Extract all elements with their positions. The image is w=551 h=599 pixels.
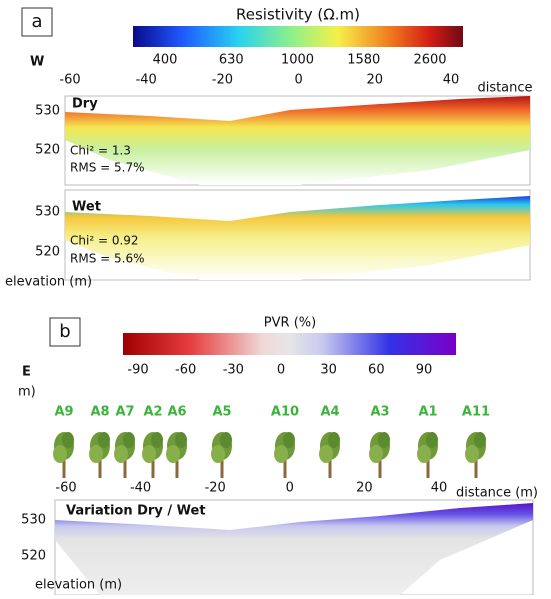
colorbar: [133, 26, 463, 47]
tree-icon: [211, 432, 232, 478]
fit-statistic: RMS = 5.6%: [70, 252, 144, 266]
x-tick-label: -40: [130, 481, 151, 496]
section-title: Wet: [72, 200, 101, 215]
fit-statistic: Chi² = 1.3: [70, 144, 131, 158]
tree-label: A10: [271, 405, 299, 420]
axis-label: elevation (m): [35, 578, 122, 593]
fit-statistic: Chi² = 0.92: [70, 234, 139, 248]
colorbar-tick-label: 90: [416, 363, 433, 378]
colorbar-tick-label: 1000: [281, 53, 314, 68]
colorbar-tick-label: 0: [277, 363, 285, 378]
panel-label: a: [31, 11, 42, 32]
tree-label: A9: [54, 405, 73, 420]
panel-box: [21, 7, 53, 37]
y-tick-label: 520: [35, 245, 60, 260]
colorbar-tick-label: 60: [368, 363, 385, 378]
distance-label: distance: [477, 81, 532, 96]
tree-label: A7: [115, 405, 134, 420]
tree-icon: [319, 432, 340, 478]
y-tick-label: 530: [21, 513, 46, 528]
tree-icon: [89, 432, 110, 478]
x-tick-label: 0: [294, 73, 302, 88]
tree-icon: [166, 432, 187, 478]
x-tick-label: -60: [59, 73, 80, 88]
y-tick-label: 520: [21, 549, 46, 564]
orientation: W: [30, 55, 44, 70]
tree-icon: [417, 432, 438, 478]
orientation: E: [22, 365, 31, 380]
colorbar-title: Resistivity (Ω.m): [236, 6, 360, 24]
tree-label: A3: [370, 405, 389, 420]
tree-icon: [369, 432, 390, 478]
colorbar-tick-label: 630: [219, 53, 244, 68]
y-tick-label: 530: [35, 205, 60, 220]
colorbar-tick-label: 30: [320, 363, 337, 378]
tree-icon: [114, 432, 135, 478]
dry-section: [65, 96, 530, 185]
tree-label: A11: [462, 405, 490, 420]
y-tick-label: 520: [35, 143, 60, 158]
panel-box: [49, 317, 81, 347]
colorbar-tick-label: 1580: [347, 53, 380, 68]
x-tick-label: -40: [136, 73, 157, 88]
y-tick-label: 530: [35, 104, 60, 119]
fit-statistic: RMS = 5.7%: [70, 161, 144, 175]
x-tick-label: -60: [55, 481, 76, 496]
colorbar-tick-label: 2600: [413, 53, 446, 68]
colorbar-tick-label: -30: [223, 363, 244, 378]
variation-section: [55, 503, 533, 595]
tree-label: A4: [320, 405, 339, 420]
tree-label: A2: [143, 405, 162, 420]
section-title: Dry: [72, 97, 98, 112]
tree-label: A5: [212, 405, 231, 420]
colorbar-tick-label: -60: [175, 363, 196, 378]
tree-label: A6: [167, 405, 186, 420]
section-title: Variation Dry / Wet: [66, 504, 206, 519]
distance-label: distance (m): [456, 486, 538, 501]
tree-icon: [465, 432, 486, 478]
x-tick-label: 20: [367, 73, 384, 88]
colorbar-title: PVR (%): [264, 316, 316, 331]
colorbar: [123, 333, 456, 355]
x-tick-label: 0: [286, 481, 294, 496]
tree-label: A8: [90, 405, 109, 420]
axis-label-fragment: m): [18, 385, 36, 400]
tree-icon: [274, 432, 295, 478]
tree-icon: [53, 432, 74, 478]
x-tick-label: -20: [205, 481, 226, 496]
x-tick-label: -20: [212, 73, 233, 88]
colorbar-tick-label: 400: [153, 53, 178, 68]
x-tick-label: 20: [356, 481, 373, 496]
wet-section: [65, 196, 530, 280]
tree-label: A1: [418, 405, 437, 420]
colorbar-tick-label: -90: [127, 363, 148, 378]
axis-label: elevation (m): [5, 275, 92, 290]
tree-icon: [142, 432, 163, 478]
x-tick-label: 40: [431, 481, 448, 496]
x-tick-label: 40: [443, 73, 460, 88]
panel-label: b: [59, 321, 70, 342]
